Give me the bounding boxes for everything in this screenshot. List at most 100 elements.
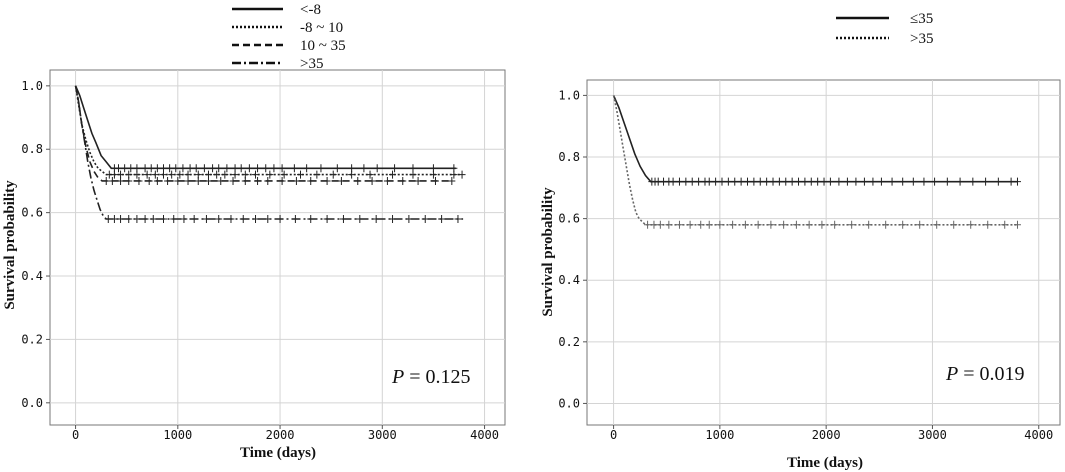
right-censor-mark [920, 177, 928, 186]
right-censor-mark [984, 220, 992, 229]
right-censor-marks [644, 177, 1021, 229]
left-censor-mark [121, 164, 129, 173]
left-censor-mark [153, 164, 161, 173]
left-censor-mark [125, 176, 133, 185]
right-censor-mark [818, 220, 826, 229]
left-y-tick-label: 0.4 [21, 269, 43, 283]
right-y-ticks: 0.0 0.2 0.4 0.6 0.8 1.0 [558, 88, 587, 410]
left-censor-mark [278, 164, 286, 173]
right-censor-mark [805, 220, 813, 229]
left-censor-mark [190, 214, 198, 223]
right-censor-mark [756, 177, 764, 186]
left-censor-mark [429, 170, 437, 179]
right-censor-mark [724, 177, 732, 186]
left-censor-mark [431, 176, 439, 185]
right-censor-mark [1007, 177, 1015, 186]
right-x-tick-label: 1000 [705, 428, 734, 442]
left-censor-mark [399, 176, 407, 185]
left-censor-mark [266, 170, 274, 179]
left-y-tick-label: 0.0 [21, 396, 43, 410]
right-censor-mark [1013, 220, 1021, 229]
left-censor-mark [149, 214, 157, 223]
right-censor-mark [909, 177, 917, 186]
left-censor-mark [221, 170, 229, 179]
right-censor-mark [644, 220, 652, 229]
left-censor-mark [159, 214, 167, 223]
right-censor-mark [820, 177, 828, 186]
left-legend: <-8 -8 ~ 10 10 ~ 35 >35 [232, 2, 346, 72]
right-censor-mark [994, 177, 1002, 186]
right-censor-mark [665, 220, 673, 229]
right-censor-mark [705, 177, 713, 186]
left-censor-mark [337, 176, 345, 185]
left-censor-mark [241, 176, 249, 185]
left-censor-mark [164, 176, 172, 185]
right-censor-mark [950, 220, 958, 229]
left-x-tick-label: 3000 [368, 428, 397, 442]
left-censor-mark [409, 170, 417, 179]
left-y-tick-label: 0.6 [21, 206, 43, 220]
left-gridlines [50, 70, 505, 425]
left-survival-chart: 0 1000 2000 3000 4000 0.0 0.2 0.4 0.6 0.8 1.0 Tim… [2, 2, 506, 461]
left-censor-mark [454, 214, 462, 223]
left-p-text: = 0.125 [409, 366, 470, 388]
left-x-tick-label: 2000 [266, 428, 295, 442]
right-curve-0 [612, 95, 1018, 183]
left-legend-label-2: 10 ~ 35 [300, 38, 346, 54]
left-censor-mark [186, 164, 194, 173]
right-censor-mark [650, 220, 658, 229]
right-censor-mark [775, 177, 783, 186]
left-censor-mark [333, 164, 341, 173]
left-censor-mark [290, 164, 298, 173]
left-x-ticks: 0 1000 2000 3000 4000 [72, 425, 499, 442]
right-censor-mark [675, 177, 683, 186]
left-censor-mark [262, 164, 270, 173]
left-censor-mark [110, 214, 118, 223]
left-censor-mark [245, 164, 253, 173]
right-p-value: P = 0.019 [945, 363, 1025, 385]
left-censor-mark [329, 170, 337, 179]
left-curve-3 [74, 85, 464, 220]
right-x-ticks: 0 1000 2000 3000 4000 [610, 425, 1053, 442]
right-censor-mark [697, 220, 705, 229]
right-censor-mark [969, 177, 977, 186]
left-censor-mark [184, 176, 192, 185]
right-censor-mark [788, 177, 796, 186]
right-censor-mark [814, 177, 822, 186]
right-censor-mark [744, 177, 752, 186]
right-y-tick-label: 0.2 [558, 335, 580, 349]
left-censor-mark [450, 170, 458, 179]
left-censor-mark [360, 164, 368, 173]
left-censor-mark [368, 176, 376, 185]
right-censor-mark [716, 220, 724, 229]
right-censor-mark [686, 220, 694, 229]
left-censor-mark [231, 170, 239, 179]
right-censor-mark [899, 177, 907, 186]
right-x-tick-label: 0 [610, 428, 617, 442]
right-censor-mark [888, 177, 896, 186]
left-y-axis-title: Survival probability [2, 180, 18, 310]
left-censor-mark [108, 176, 116, 185]
right-censor-mark [675, 220, 683, 229]
left-x-tick-label: 1000 [163, 428, 192, 442]
left-censor-mark [448, 176, 456, 185]
right-legend-label-0: ≤35 [910, 11, 933, 27]
right-survival-chart: 0 1000 2000 3000 4000 0.0 0.2 0.4 0.6 0.8 1.0 Tim… [540, 11, 1061, 471]
left-censor-mark [373, 164, 381, 173]
left-censor-mark [239, 214, 247, 223]
left-censor-mark [354, 176, 362, 185]
right-censor-mark [826, 177, 834, 186]
right-censor-mark [782, 177, 790, 186]
left-censor-mark [458, 170, 466, 179]
left-legend-label-0: <-8 [300, 2, 321, 18]
right-censor-mark [1001, 220, 1009, 229]
left-censor-mark [389, 170, 397, 179]
left-censor-mark [217, 176, 225, 185]
left-censor-mark [348, 170, 356, 179]
right-censor-mark [967, 220, 975, 229]
left-censor-mark [307, 176, 315, 185]
right-censor-mark [882, 220, 890, 229]
left-y-tick-label: 0.8 [21, 142, 43, 156]
left-censor-mark [176, 170, 184, 179]
right-p-label: P [945, 363, 958, 385]
